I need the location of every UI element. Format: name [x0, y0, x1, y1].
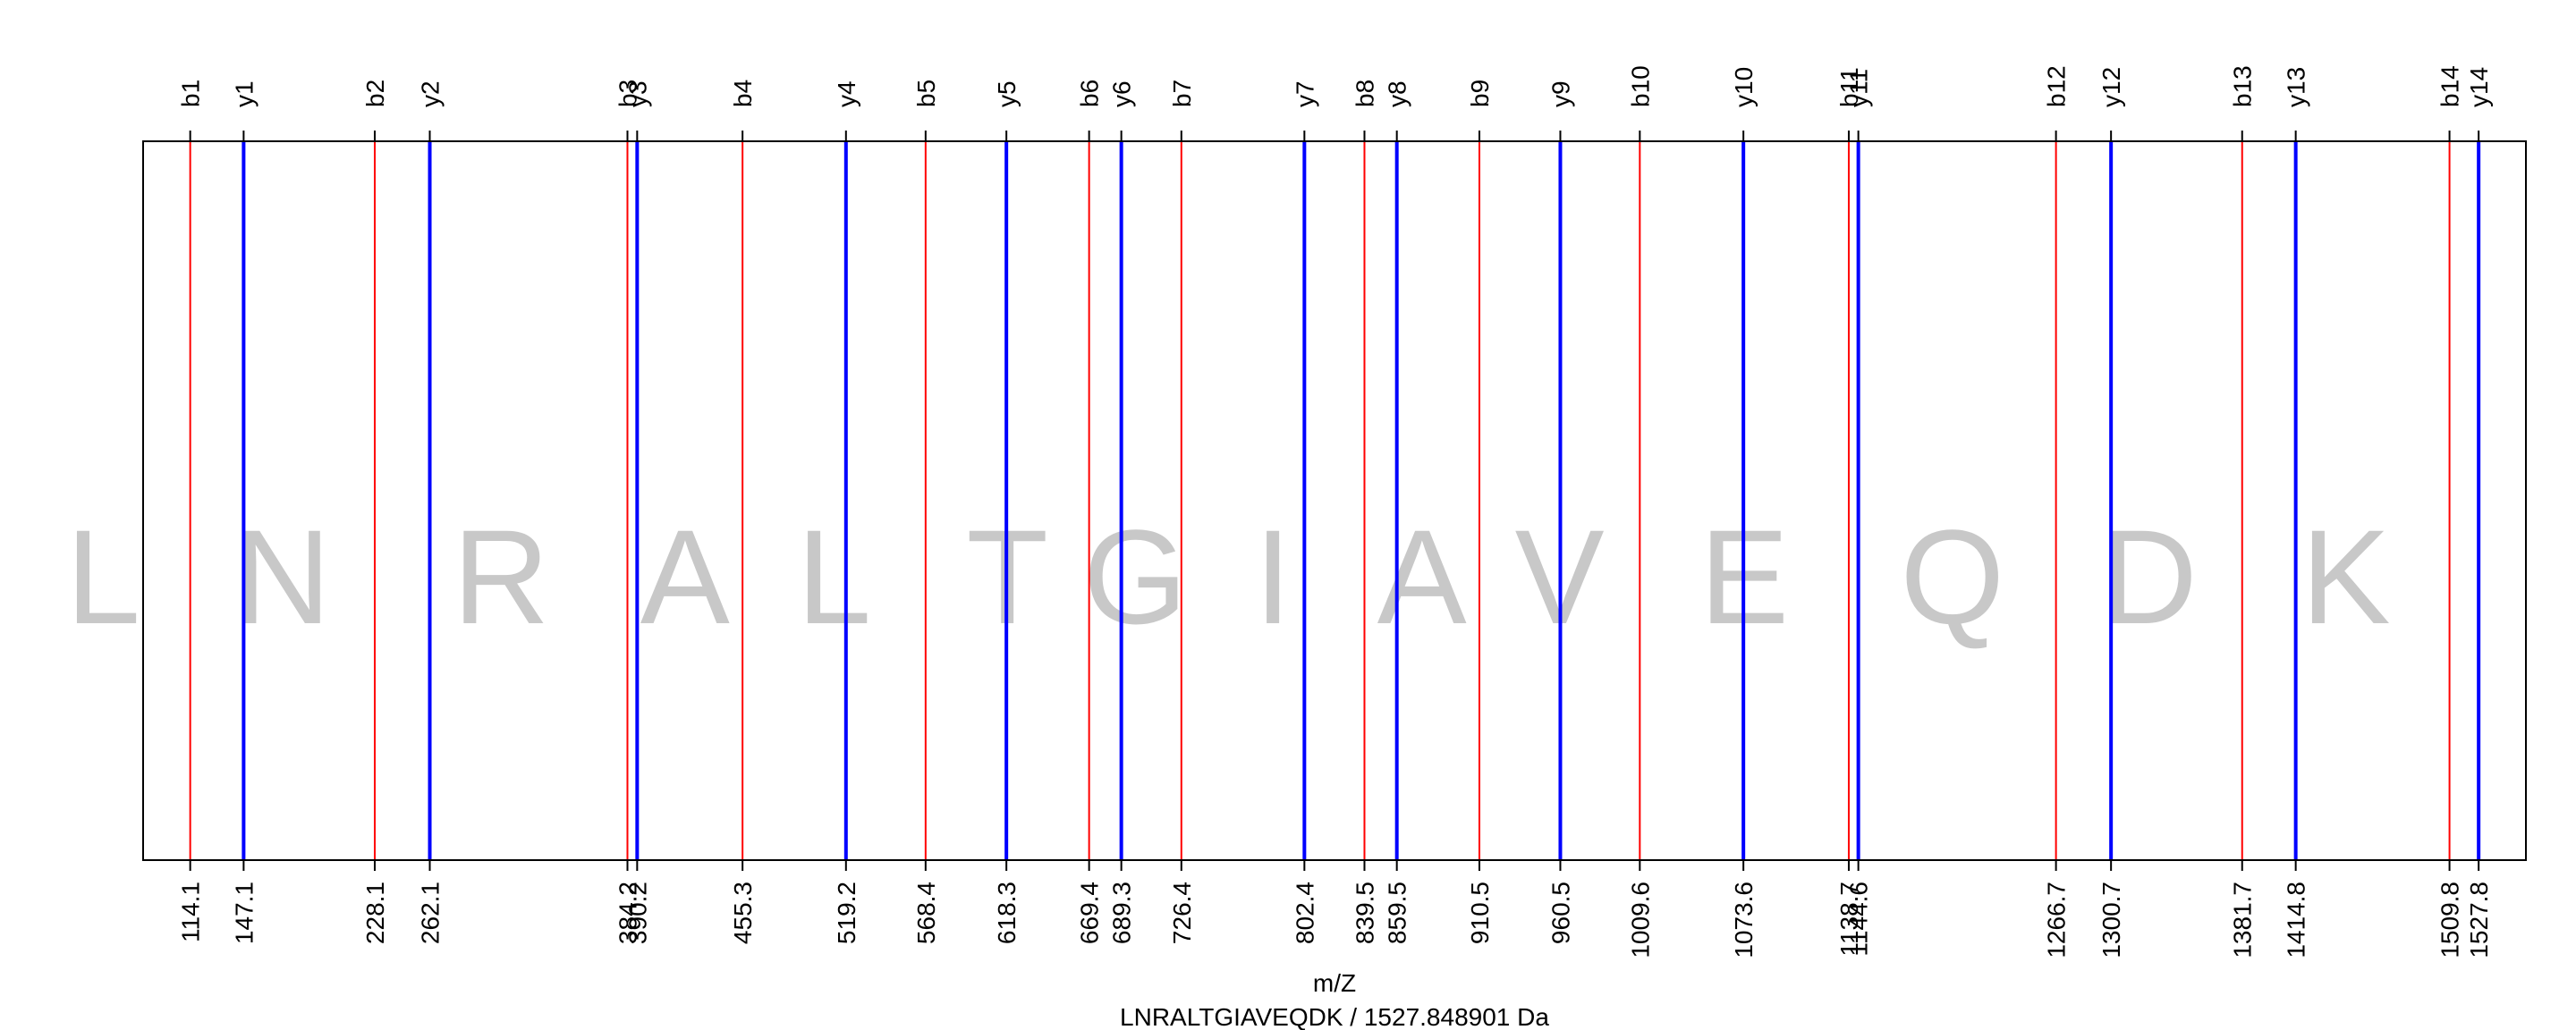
ion-label: y1 [230, 80, 258, 107]
mz-label: 1527.8 [2465, 882, 2493, 958]
mz-label: 262.1 [417, 882, 445, 944]
ion-label: y6 [1108, 80, 1136, 107]
ion-label: b8 [1351, 80, 1378, 107]
mz-label: 1381.7 [2229, 882, 2257, 958]
mz-label: 839.5 [1351, 882, 1378, 944]
residue-letter: L [797, 502, 871, 652]
ion-label: b12 [2043, 65, 2071, 107]
mz-label: 618.3 [993, 882, 1021, 944]
residue-letter: I [1254, 502, 1292, 652]
mz-label: 1414.8 [2283, 882, 2310, 958]
mz-label: 802.4 [1291, 882, 1318, 944]
ion-label: b10 [1626, 65, 1654, 107]
mz-label: 1144.6 [1845, 882, 1873, 957]
mz-label: 1138.7 [1835, 882, 1863, 957]
residue-letter: N [234, 502, 331, 652]
ion-label: y2 [417, 80, 445, 107]
residue-letter: G [1083, 502, 1188, 652]
mz-label: 114.1 [177, 882, 205, 942]
residue-letter: A [1377, 502, 1467, 652]
ion-label: y7 [1291, 80, 1318, 107]
ion-label: b4 [729, 80, 757, 107]
ion-label: b5 [912, 80, 940, 107]
ion-label: b6 [1076, 80, 1104, 107]
mz-label: 519.2 [833, 882, 860, 944]
mz-label: 228.1 [361, 882, 389, 944]
mz-label: 689.3 [1108, 882, 1136, 944]
mz-label: 1509.8 [2436, 882, 2464, 958]
ion-label: y11 [1845, 69, 1873, 107]
ion-label: y14 [2465, 67, 2493, 107]
mz-label: 1009.6 [1626, 882, 1654, 958]
ion-label: y3 [623, 80, 651, 107]
mz-label: 726.4 [1168, 882, 1196, 944]
ion-label: b14 [2436, 65, 2464, 107]
residue-letter: Q [1900, 502, 2004, 652]
plot-frame [142, 140, 2527, 861]
mz-label: 1266.7 [2043, 882, 2071, 958]
residue-letter: K [2301, 502, 2391, 652]
mz-label: 147.1 [230, 882, 258, 944]
ion-label: b2 [361, 80, 389, 107]
residue-letter: R [453, 502, 549, 652]
mz-label: 669.4 [1076, 882, 1104, 944]
ion-label: b7 [1168, 80, 1196, 107]
residue-letter: D [2101, 502, 2198, 652]
mz-label: 384.2 [614, 882, 641, 944]
ion-label: y13 [2283, 67, 2310, 107]
x-axis-label: m/Z [1313, 969, 1356, 997]
ion-label: b13 [2229, 65, 2257, 107]
residue-letter: L [66, 502, 140, 652]
ion-label: b11 [1835, 67, 1863, 107]
ion-lines [189, 141, 2481, 860]
ion-label: y12 [2097, 67, 2125, 107]
mz-label: 1073.6 [1730, 882, 1758, 958]
chart-subtitle: LNRALTGIAVEQDK / 1527.848901 Da [1120, 1003, 1549, 1030]
ion-label: y10 [1730, 67, 1758, 107]
ion-labels: b1 114.1 b2 228.1 b3 384.2 b4 455.3 b5 568.4 b6 669… [177, 65, 2493, 958]
mz-label: 568.4 [912, 882, 940, 944]
ion-label: b1 [177, 80, 205, 107]
residue-letter: A [640, 502, 730, 652]
ion-label: b3 [614, 80, 641, 107]
mz-label: 960.5 [1546, 882, 1574, 944]
ion-label: y5 [993, 80, 1021, 107]
mz-label: 1300.7 [2097, 882, 2125, 958]
ion-label: y4 [833, 80, 860, 107]
mz-label: 390.2 [623, 882, 651, 944]
mz-label: 910.5 [1466, 882, 1494, 944]
ion-label: y9 [1546, 80, 1574, 107]
mz-label: 859.5 [1384, 882, 1411, 944]
ion-label: b9 [1466, 80, 1494, 107]
mz-label: 455.3 [729, 882, 757, 944]
ion-label: y8 [1384, 80, 1411, 107]
